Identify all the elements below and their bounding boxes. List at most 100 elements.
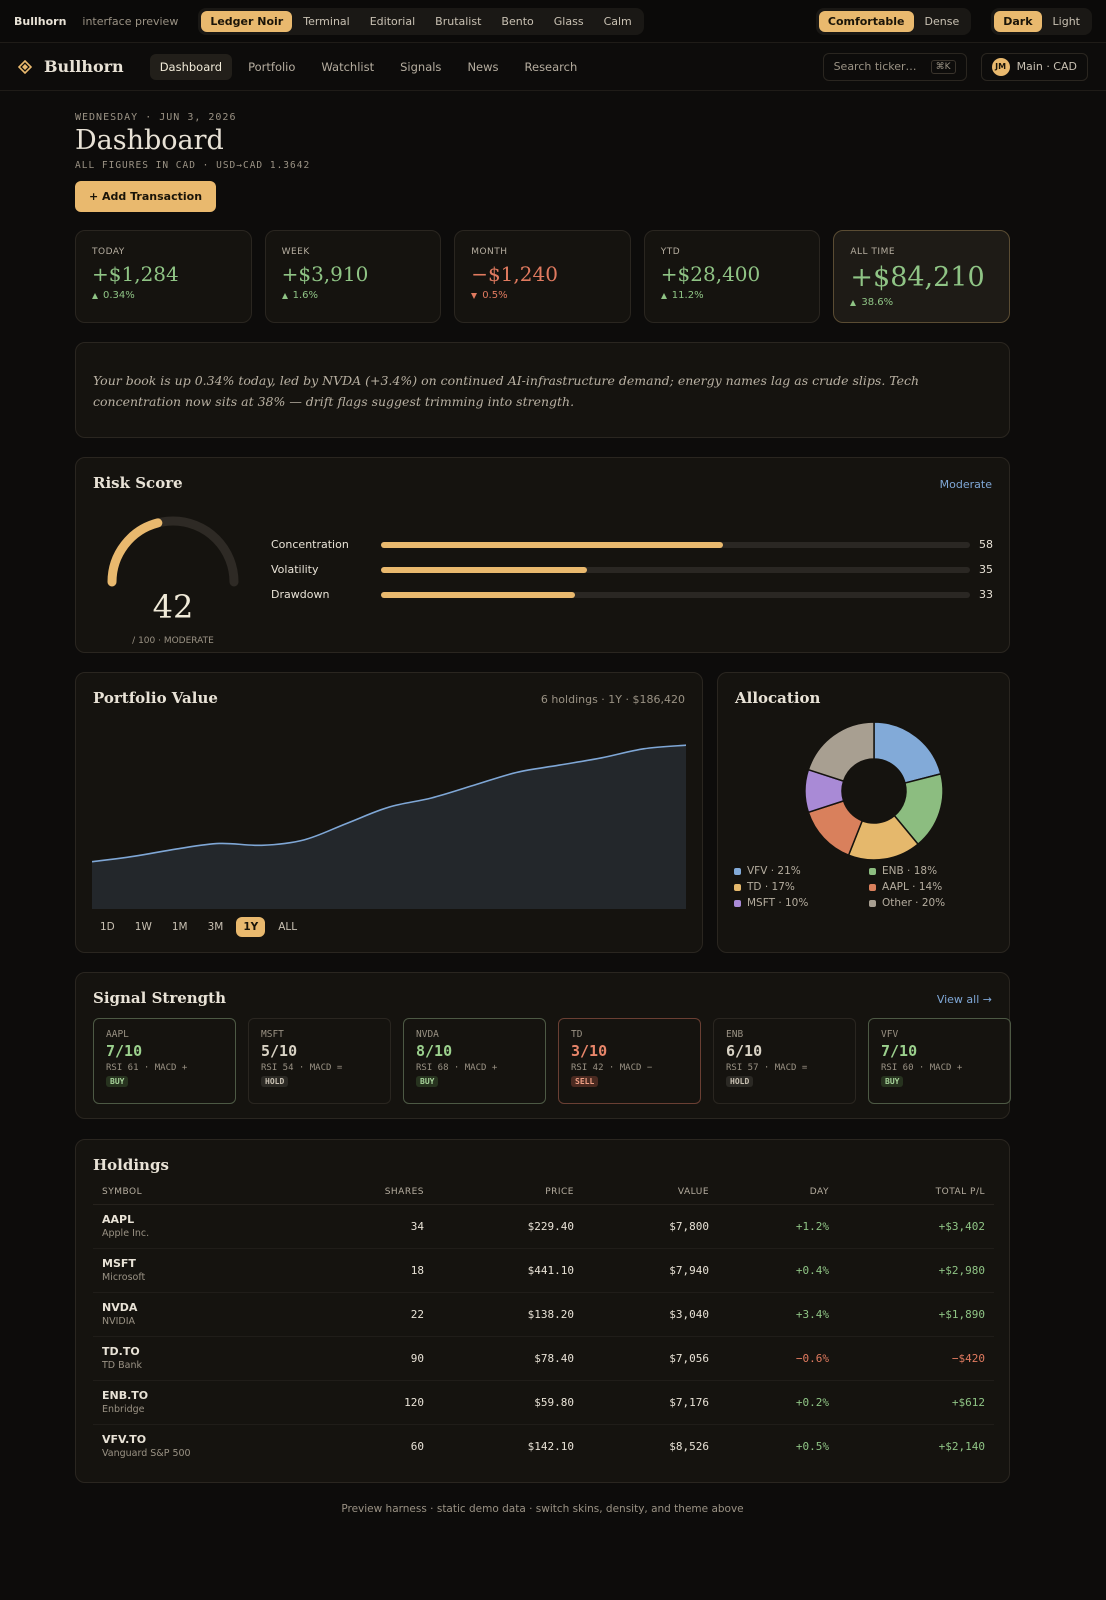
legend-label: VFV · 21% (747, 865, 801, 877)
signal-detail: RSI 57 · MACD = (726, 1063, 808, 1073)
value: $8,526 (669, 1439, 709, 1453)
column-header: DAY (718, 1180, 838, 1205)
range-option[interactable]: 1D (100, 921, 115, 933)
holding-row[interactable]: NVDA NVIDIA 22 $138.20 $3,040 +3.4% +$1,890 (93, 1292, 994, 1337)
signal-detail: RSI 42 · MACD − (571, 1063, 653, 1073)
total-pl: +$2,140 (938, 1439, 985, 1453)
view-all-link[interactable]: View all → (936, 993, 992, 1006)
signal-card: AAPL 7/10 RSI 61 · MACD + BUY (93, 1018, 236, 1104)
price: $142.10 (527, 1439, 574, 1453)
donut-slice (873, 721, 942, 784)
risk-level: Moderate (939, 478, 992, 491)
holding-row[interactable]: TD.TO TD Bank 90 $78.40 $7,056 −0.6% −$420 (93, 1336, 994, 1381)
nav-link[interactable]: Watchlist (321, 59, 375, 74)
holding-row[interactable]: MSFT Microsoft 18 $441.10 $7,940 +0.4% +$2,980 (93, 1248, 994, 1293)
main: WEDNESDAY · JUN 3, 2026 Dashboard ALL FIGU… (75, 91, 1011, 1483)
brand: Bullhorn (14, 14, 67, 28)
account-button[interactable]: JM Main · CAD (980, 52, 1088, 81)
range-option[interactable]: ALL (278, 921, 298, 933)
stat-label: WEEK (281, 247, 310, 257)
signal-card: NVDA 8/10 RSI 68 · MACD + BUY (403, 1018, 546, 1104)
column-header: PRICE (433, 1180, 583, 1205)
add-transaction-button[interactable]: + Add Transaction (75, 181, 217, 212)
company-name: Enbridge (102, 1404, 145, 1415)
top-bar: Bullhorn interface preview Ledger Noir Term… (0, 0, 1106, 43)
symbol-cell: AAPL Apple Inc. (93, 1204, 293, 1249)
holding-row[interactable]: VFV.TO Vanguard S&P 500 60 $142.10 $8,526 +0.… (93, 1424, 994, 1468)
range-option[interactable]: 1Y (236, 917, 266, 937)
legend-item: TD · 17% (734, 881, 869, 893)
range-option[interactable]: 1M (171, 921, 188, 933)
search-box[interactable]: Search ticker… ⌘K (822, 52, 967, 81)
subtitle: interface preview (82, 14, 179, 28)
factor-track (381, 542, 970, 548)
density-switcher: Comfortable Dense (815, 7, 972, 35)
shares: 34 (293, 1204, 433, 1249)
theme-option[interactable]: Light (1052, 14, 1080, 28)
holdings-card: Holdings SYMBOL SHARES PRICE VALUE DAY TOTAL P… (75, 1139, 1010, 1483)
signal-score: 6/10 (726, 1042, 763, 1060)
section-title: Allocation (735, 689, 821, 707)
section-title: Holdings (93, 1156, 169, 1174)
legend-label: AAPL · 14% (882, 881, 943, 893)
change-value: 0.34% (103, 290, 135, 301)
footer: Preview harness · static demo data · swi… (341, 1503, 744, 1515)
stat-value: +$3,910 (281, 262, 369, 286)
signal-score: 5/10 (261, 1042, 298, 1060)
signal-ticker: AAPL (106, 1029, 129, 1040)
symbol: MSFT (102, 1257, 136, 1270)
stat-value: +$84,210 (850, 262, 985, 293)
total-pl: +$1,890 (838, 1292, 994, 1337)
skin-option[interactable]: Editorial (369, 14, 416, 28)
holding-row[interactable]: AAPL Apple Inc. 34 $229.40 $7,800 +1.2% +$3,40… (93, 1204, 994, 1249)
header-row: SYMBOL SHARES PRICE VALUE DAY TOTAL P/L (93, 1180, 994, 1205)
gauge-track (107, 516, 239, 587)
stat-label: YTD (660, 247, 681, 257)
density-option[interactable]: Comfortable (818, 10, 914, 32)
search-placeholder: Search ticker… (833, 60, 917, 73)
factor-bar (381, 592, 576, 598)
legend-item: Other · 20% (869, 897, 1004, 909)
skin-option[interactable]: Calm (603, 14, 632, 28)
range-option[interactable]: 1W (134, 921, 152, 933)
legend-swatch (869, 867, 876, 875)
trend-arrow (92, 292, 98, 299)
holding-row[interactable]: ENB.TO Enbridge 120 $59.80 $7,176 +0.2% +$612 (93, 1380, 994, 1425)
legend-swatch (734, 883, 741, 891)
nav-brand: Bullhorn (44, 57, 124, 76)
signal-badge: HOLD (726, 1076, 754, 1087)
day-change: +0.2% (718, 1380, 838, 1425)
range-selector: 1D 1W 1M 3M 1Y ALL (93, 917, 304, 937)
theme-switcher: Dark Light (991, 7, 1092, 35)
price: $441.10 (433, 1248, 583, 1293)
nav-link[interactable]: Signals (400, 59, 442, 74)
nav-link[interactable]: Portfolio (248, 59, 296, 74)
allocation-card: Allocation VFV · 21% ENB · 18% TD · 17% AAPL… (717, 672, 1010, 953)
signal-badge: HOLD (261, 1076, 289, 1087)
theme-option[interactable]: Dark (994, 10, 1042, 32)
range-option[interactable]: 3M (207, 921, 224, 933)
nav-link[interactable]: News (467, 59, 499, 74)
skin-option[interactable]: Brutalist (435, 14, 482, 28)
stat-value: +$1,284 (92, 262, 179, 286)
stat-change: 1.6% (281, 290, 425, 301)
factor-bar (381, 567, 588, 573)
nav-link[interactable]: Dashboard (149, 53, 233, 80)
skin-option[interactable]: Ledger Noir (201, 10, 293, 32)
legend-item: AAPL · 14% (869, 881, 1004, 893)
stat-label: ALL TIME (850, 247, 896, 257)
stat-change: 11.2% (660, 290, 804, 301)
skin-option[interactable]: Terminal (303, 14, 350, 28)
nav-link[interactable]: Research (524, 59, 578, 74)
trend-arrow (281, 292, 288, 299)
skin-option[interactable]: Bento (501, 14, 534, 28)
stat-card: ALL TIME +$84,210 38.6% (833, 230, 1010, 323)
factor-label: Concentration (271, 538, 349, 551)
shares: 60 (410, 1439, 424, 1453)
density-option[interactable]: Dense (924, 14, 960, 28)
signal-row: AAPL 7/10 RSI 61 · MACD + BUY MSFT 5/10 RSI 54… (93, 1018, 1011, 1104)
risk-card: Risk Score Moderate 42 / 100 · MODERATE Conc… (75, 457, 1010, 653)
signal-detail: RSI 60 · MACD + (881, 1063, 963, 1073)
stat-label: MONTH (471, 247, 508, 257)
skin-option[interactable]: Glass (553, 14, 584, 28)
